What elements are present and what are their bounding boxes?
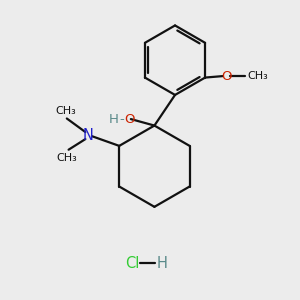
Text: O: O [221, 70, 232, 83]
Text: N: N [83, 128, 94, 143]
Text: H: H [157, 256, 168, 271]
Text: CH₃: CH₃ [57, 153, 77, 163]
Text: H: H [109, 112, 119, 126]
Text: Cl: Cl [125, 256, 139, 271]
Text: CH₃: CH₃ [247, 71, 268, 81]
Text: O: O [124, 112, 135, 126]
Text: CH₃: CH₃ [55, 106, 76, 116]
Text: -: - [119, 112, 124, 126]
